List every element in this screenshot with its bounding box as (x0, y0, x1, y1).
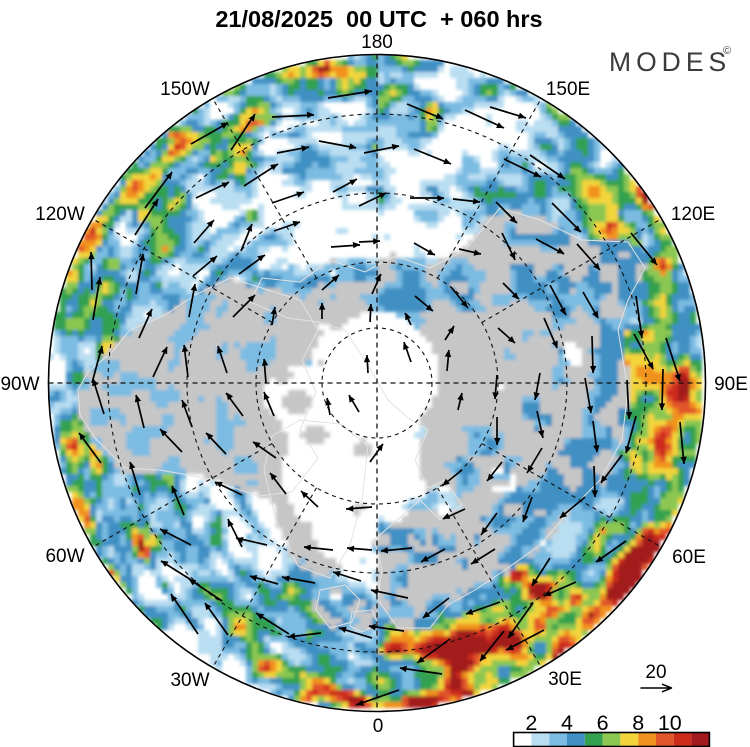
svg-text:©: © (723, 45, 731, 57)
svg-text:21/08/2025 00 UTC + 060 hrs: 21/08/2025 00 UTC + 060 hrs (215, 6, 542, 32)
svg-text:6: 6 (597, 711, 609, 735)
svg-text:150E: 150E (546, 79, 590, 100)
svg-text:90W: 90W (0, 374, 39, 395)
svg-text:20: 20 (645, 662, 666, 683)
svg-text:30W: 30W (170, 670, 209, 691)
svg-text:MODES: MODES (609, 47, 731, 77)
svg-text:150W: 150W (160, 79, 210, 100)
svg-text:30E: 30E (548, 669, 582, 690)
svg-text:60E: 60E (672, 547, 706, 568)
svg-text:120E: 120E (671, 204, 715, 225)
svg-text:8: 8 (632, 711, 644, 735)
svg-text:90E: 90E (714, 374, 748, 395)
svg-text:120W: 120W (35, 204, 85, 225)
svg-text:180: 180 (361, 32, 393, 53)
svg-text:4: 4 (561, 711, 573, 735)
svg-text:0: 0 (373, 716, 384, 737)
svg-text:60W: 60W (45, 546, 84, 567)
svg-text:10: 10 (658, 711, 682, 735)
svg-text:2: 2 (525, 711, 537, 735)
